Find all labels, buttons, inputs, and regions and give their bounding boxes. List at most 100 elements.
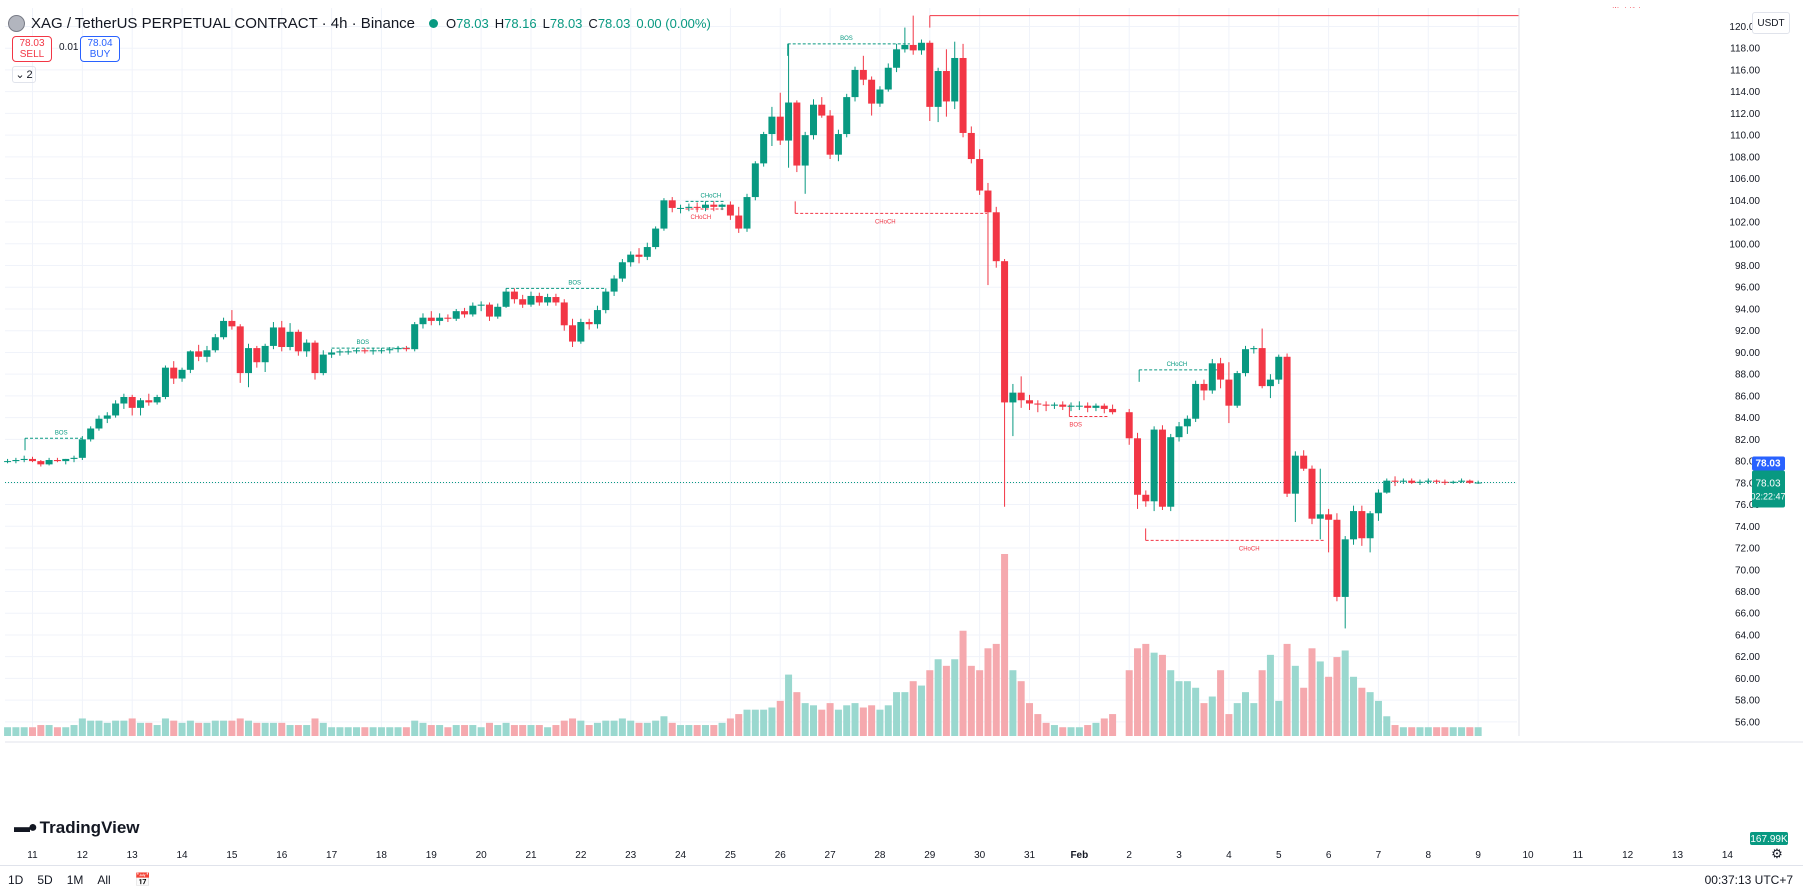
candle-body	[1017, 392, 1025, 401]
x-tick-label: 16	[276, 850, 288, 861]
range-all-button[interactable]: All	[97, 872, 111, 887]
volume-bar	[1175, 681, 1183, 736]
volume-bar	[1441, 727, 1449, 736]
volume-bar	[95, 720, 103, 736]
candle-body	[477, 304, 485, 306]
volume-bar	[1059, 727, 1067, 736]
symbol-title[interactable]: XAG / TetherUS PERPETUAL CONTRACT · 4h ·…	[31, 14, 416, 32]
volume-bar	[1092, 722, 1100, 736]
x-tick-label: 27	[825, 850, 837, 861]
sell-button[interactable]: 78.03 SELL	[12, 36, 52, 62]
clock[interactable]: 00:37:13 UTC+7	[1704, 873, 1793, 887]
x-tick-label: 3	[1176, 850, 1182, 861]
buy-button[interactable]: 78.04 BUY	[80, 36, 120, 62]
currency-selector[interactable]: USDT	[1752, 12, 1790, 34]
y-tick-label: 76.00	[1735, 500, 1760, 511]
range-5d-button[interactable]: 5D	[37, 872, 53, 887]
volume-bar	[12, 727, 20, 736]
volume-bar	[344, 727, 352, 736]
volume-bar	[353, 727, 361, 736]
candle-body	[585, 322, 593, 325]
volume-bar	[485, 722, 493, 736]
candle-body	[253, 348, 261, 363]
ohlc-high: H78.16	[494, 15, 537, 31]
volume-bar	[261, 722, 269, 736]
volume-bar	[1383, 716, 1391, 736]
volume-bar	[992, 643, 1000, 736]
candle-body	[1383, 480, 1391, 493]
volume-bar	[1183, 681, 1191, 736]
candle-body	[161, 367, 169, 397]
candle-body	[311, 342, 319, 374]
candle-body	[12, 460, 20, 462]
candle-body	[153, 396, 161, 403]
range-1m-button[interactable]: 1M	[66, 872, 84, 887]
volume-bar	[278, 722, 286, 736]
volume-bar	[328, 727, 336, 736]
candle-body	[726, 204, 734, 216]
calendar-icon[interactable]: 📅	[134, 871, 151, 887]
volume-bar	[186, 720, 194, 736]
price-marker-tag	[1752, 456, 1785, 471]
candle-body	[735, 215, 743, 229]
tradingview-logo[interactable]: ▬● TradingView	[14, 818, 140, 838]
volume-bar	[419, 722, 427, 736]
y-tick-label: 58.00	[1735, 696, 1760, 707]
volume-bar	[1275, 700, 1283, 736]
candle-body	[535, 295, 543, 303]
x-tick-label: 2	[1126, 850, 1132, 861]
volume-bar	[726, 718, 734, 736]
gear-icon[interactable]: ⚙	[1771, 846, 1783, 861]
structure-label: BOS	[568, 280, 581, 286]
candle-body	[170, 367, 178, 379]
volume-bar	[951, 659, 959, 736]
volume-bar	[801, 703, 809, 736]
volume-bar	[1291, 665, 1299, 736]
volume-bar	[1067, 727, 1075, 736]
indicators-toggle[interactable]: ⌄ 2	[12, 66, 36, 83]
candle-body	[569, 325, 577, 342]
candle-body	[1358, 511, 1366, 539]
buy-price: 78.04	[87, 38, 113, 49]
candle-body	[1408, 480, 1416, 483]
candle-body	[1150, 429, 1158, 502]
volume-bar	[62, 727, 70, 736]
market-status-icon	[429, 18, 439, 28]
volume-bar	[876, 709, 884, 736]
candle-body	[186, 351, 194, 370]
volume-bar	[1350, 676, 1358, 736]
volume-bar	[386, 727, 394, 736]
volume-bar	[1399, 727, 1407, 736]
candle-body	[959, 57, 967, 133]
volume-bar	[1466, 727, 1474, 736]
volume-bar	[593, 722, 601, 736]
candle-body	[868, 79, 876, 104]
x-tick-label: 19	[426, 850, 438, 861]
y-tick-label: 120.00	[1729, 22, 1760, 33]
volume-bar	[926, 670, 934, 736]
volume-bar	[569, 718, 577, 736]
y-tick-label: 88.00	[1735, 370, 1760, 381]
candle-body	[1433, 480, 1441, 482]
candle-body	[394, 348, 402, 350]
volume-bar	[934, 659, 942, 736]
y-tick-label: 74.00	[1735, 522, 1760, 533]
range-1d-button[interactable]: 1D	[8, 872, 24, 887]
candle-body	[984, 190, 992, 213]
candle-body	[668, 200, 676, 208]
candle-body	[220, 320, 228, 338]
silver-coin-icon	[8, 14, 25, 32]
volume-bar	[834, 709, 842, 736]
volume-bar	[1042, 722, 1050, 736]
volume-bar	[851, 703, 859, 736]
chevron-down-icon: ⌄	[15, 69, 25, 81]
candle-body	[1333, 519, 1341, 597]
volume-bar	[1358, 687, 1366, 736]
candle-body	[660, 200, 668, 229]
candle-body	[1225, 379, 1233, 406]
volume-bar	[1134, 648, 1142, 736]
volume-bar	[1225, 714, 1233, 736]
candle-body	[1474, 482, 1482, 484]
volume-bar	[743, 709, 751, 736]
